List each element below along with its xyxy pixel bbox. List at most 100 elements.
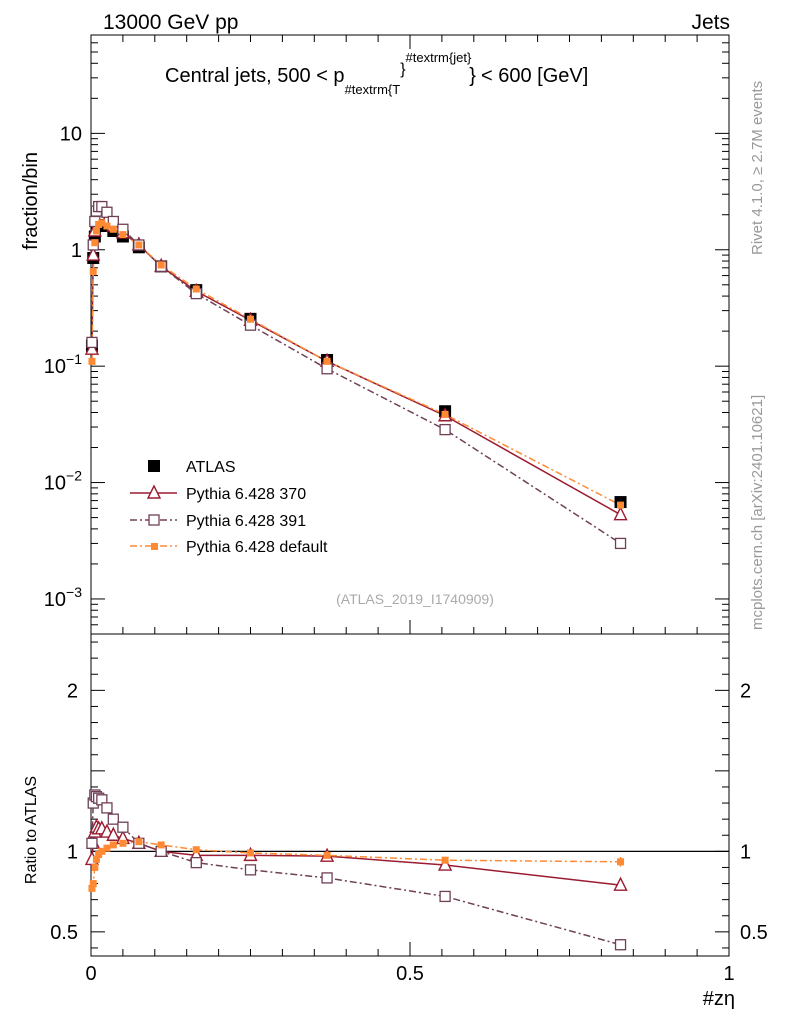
y-axis-label: fraction/bin — [20, 152, 42, 250]
ratio-point-1-12 — [244, 864, 257, 876]
ratio-point-0-14 — [437, 856, 453, 871]
point-1-0 — [84, 340, 100, 355]
y-tick-base: 10 — [44, 356, 66, 378]
point-1-1 — [86, 246, 101, 261]
ratio-tick-label: 2 — [67, 680, 78, 702]
ratio-point-1-7 — [107, 813, 119, 825]
point-2-0 — [86, 336, 98, 349]
point-3-3 — [92, 227, 100, 235]
y-tick-exp: −3 — [66, 584, 82, 600]
ratio-line-1 — [91, 793, 621, 946]
point-2-13 — [321, 363, 333, 375]
ratio-point-2-14 — [441, 856, 449, 864]
ratio-axis-label: Ratio to ATLAS — [23, 776, 40, 884]
point-2-14 — [439, 423, 451, 436]
point-3-13 — [323, 357, 331, 365]
series-line-3 — [91, 222, 621, 506]
chart-title-brace: } — [469, 65, 476, 87]
energy-label: 13000 GeV pp — [103, 11, 238, 34]
chart-title-sub-brace: } — [400, 61, 406, 78]
legend-label-391: Pythia 6.428 391 — [186, 513, 306, 530]
series-line-1 — [91, 213, 621, 516]
point-3-11 — [192, 285, 200, 293]
ratio-point-1-0 — [86, 837, 98, 849]
point-3-10 — [157, 261, 165, 269]
legend-label-default: Pythia 6.428 default — [186, 539, 328, 556]
point-3-2 — [91, 239, 99, 247]
ratio-point-1-6 — [101, 802, 113, 814]
y-tick-label: 10−1 — [44, 351, 82, 378]
point-2-15 — [614, 537, 627, 550]
chart-title-sub: #textrm{T — [345, 82, 401, 97]
ratio-point-2-12 — [247, 849, 254, 857]
source-label: mcplots.cern.ch [arXiv:2401.10621] — [749, 395, 766, 630]
ratio-point-0-7 — [106, 826, 121, 841]
chart-title: Central jets, 500 < p#textrm{T}#textrm{j… — [165, 50, 588, 97]
point-3-0 — [88, 357, 96, 365]
y-tick-base: 10 — [44, 473, 66, 495]
chart-title-sup: #textrm{jet} — [406, 50, 472, 65]
x-axis-label: #zη — [703, 988, 735, 1010]
x-tick-label: 0.5 — [396, 963, 424, 985]
ratio-point-2-6 — [103, 844, 111, 852]
y-tick-exp: −1 — [66, 351, 82, 367]
chart-title-prefix: Central jets, 500 < p — [165, 65, 345, 87]
y-tick-label: 10−2 — [44, 468, 82, 495]
ratio-tick-label-right: 2 — [740, 680, 751, 702]
category-label: Jets — [691, 11, 730, 34]
y-tick-label: 10−3 — [44, 584, 82, 611]
point-3-7 — [109, 225, 117, 233]
y-tick-base: 10 — [44, 589, 66, 611]
ratio-point-2-1 — [89, 880, 97, 888]
ratio-point-1-14 — [439, 890, 451, 903]
ratio-tick-label-right: 1 — [740, 841, 751, 863]
ratio-point-2-5 — [98, 847, 106, 855]
point-3-1 — [89, 268, 97, 276]
ratio-point-1-13 — [321, 872, 333, 884]
chart-title-suffix: < 600 [GeV] — [481, 65, 588, 87]
point-3-14 — [441, 410, 449, 418]
analysis-label: (ATLAS_2019_I1740909) — [336, 591, 494, 607]
y-tick-base: 10 — [60, 123, 82, 145]
point-3-15 — [617, 501, 625, 509]
legend-marker-default — [151, 543, 158, 550]
legend-marker-370 — [146, 484, 162, 499]
point-1-15 — [613, 506, 628, 521]
ratio-tick-label: 0.5 — [50, 922, 78, 944]
y-tick-label: 1 — [71, 240, 82, 262]
ratio-point-0-15 — [613, 876, 628, 891]
ratio-point-2-10 — [157, 841, 165, 849]
ratio-point-2-15 — [617, 858, 625, 866]
ratio-point-2-2 — [91, 863, 99, 871]
ratio-point-2-11 — [192, 846, 200, 854]
legend-label-370: Pythia 6.428 370 — [186, 486, 306, 503]
ratio-point-2-8 — [119, 839, 127, 847]
y-tick-exp: −2 — [66, 468, 82, 484]
ratio-point-1-15 — [614, 939, 627, 951]
legend-marker-atlas — [148, 460, 160, 472]
legend: ATLAS Pythia 6.428 370 Pythia 6.428 391 … — [130, 459, 328, 556]
x-tick-label: 1 — [723, 963, 734, 985]
legend-marker-391 — [148, 514, 160, 526]
legend-label-atlas: ATLAS — [186, 459, 236, 476]
ratio-point-2-3 — [92, 855, 100, 863]
ratio-point-2-9 — [135, 838, 143, 846]
point-2-6 — [101, 206, 113, 218]
ratio-point-1-8 — [117, 821, 129, 833]
point-3-12 — [247, 315, 254, 323]
ratio-point-2-0 — [88, 884, 96, 892]
ratio-frame — [90, 633, 730, 957]
ratio-point-1-11 — [190, 856, 202, 869]
point-3-6 — [103, 222, 111, 230]
ratio-tick-label: 1 — [67, 841, 78, 863]
y-tick-label: 10 — [60, 123, 82, 145]
rivet-label: Rivet 4.1.0, ≥ 2.7M events — [749, 81, 766, 255]
ratio-point-2-7 — [109, 841, 117, 849]
point-3-5 — [98, 219, 106, 227]
point-3-8 — [119, 231, 127, 239]
ratio-tick-label-right: 0.5 — [740, 922, 768, 944]
ratio-line-2 — [91, 840, 621, 889]
ratio-point-2-13 — [323, 851, 331, 859]
x-tick-label: 0 — [85, 963, 96, 985]
point-3-9 — [135, 241, 143, 249]
